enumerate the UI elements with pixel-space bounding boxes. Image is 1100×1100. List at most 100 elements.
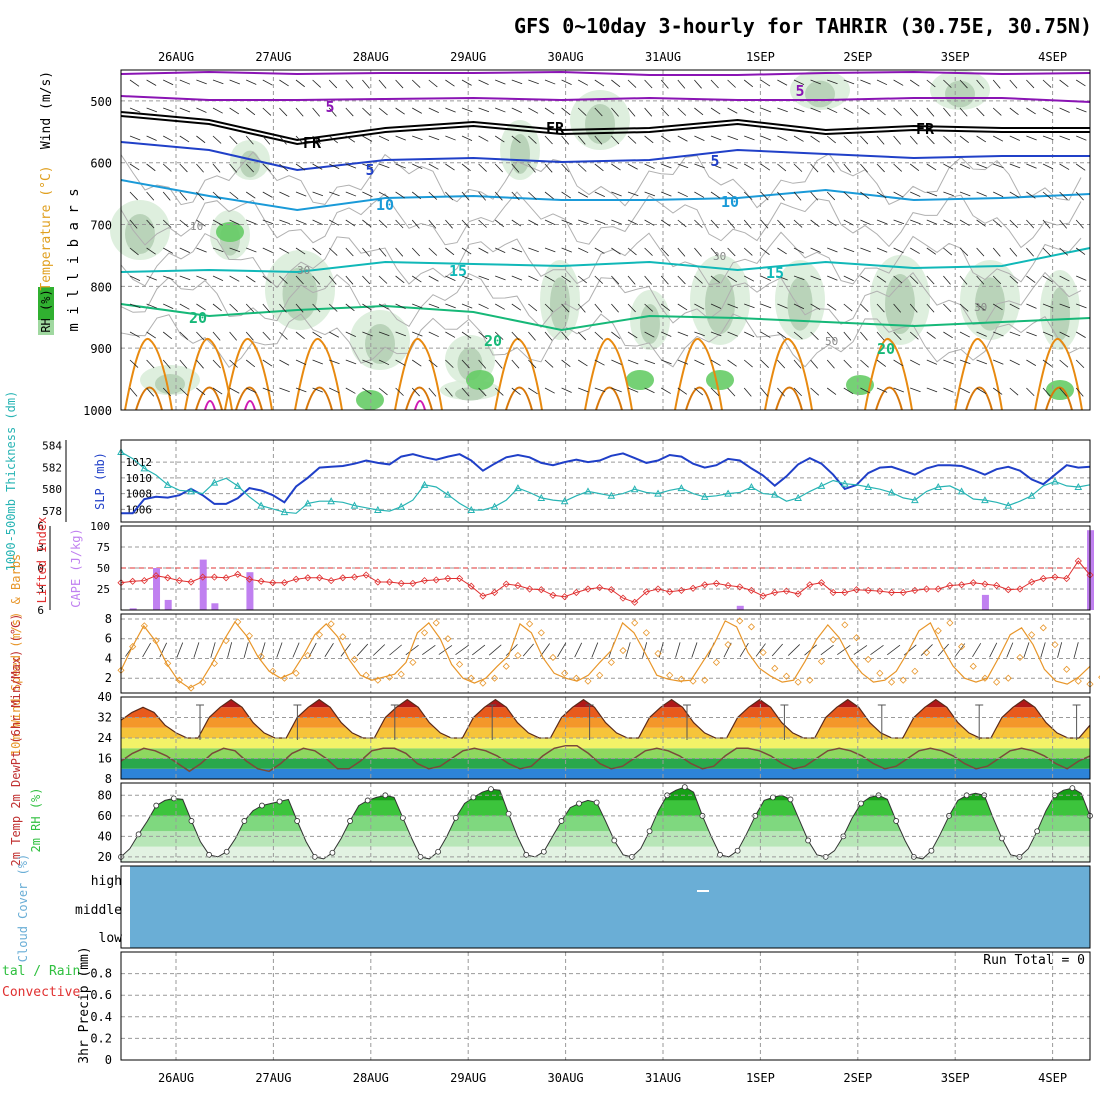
wind-barb bbox=[428, 219, 437, 229]
thickness-point bbox=[280, 508, 289, 516]
rh-shade-dark bbox=[585, 104, 615, 144]
li-point bbox=[817, 579, 826, 587]
wind-barb bbox=[212, 107, 223, 114]
rh-point bbox=[734, 847, 741, 854]
wind-barb bbox=[412, 135, 423, 141]
wind-barb bbox=[976, 163, 987, 169]
wind-barb bbox=[561, 275, 571, 283]
wind-barb bbox=[262, 107, 272, 116]
wind-barb bbox=[312, 303, 321, 313]
wind-barb bbox=[412, 163, 423, 169]
wind-barb bbox=[893, 107, 902, 116]
wind-barb bbox=[528, 331, 536, 341]
wind-speed-point bbox=[397, 670, 405, 678]
wind-barb bbox=[727, 135, 739, 141]
wind-barb bbox=[378, 191, 389, 198]
date-label-bottom: 2SEP bbox=[843, 1071, 872, 1085]
li-point bbox=[1004, 586, 1012, 594]
wind-barb bbox=[428, 303, 440, 309]
upper-panel-frame bbox=[120, 69, 1091, 411]
wind-barb bbox=[461, 359, 470, 369]
wind-barb bbox=[793, 163, 803, 172]
wind-barb bbox=[710, 219, 719, 229]
wind-barb bbox=[179, 359, 188, 369]
surface-wind-barb bbox=[972, 642, 982, 658]
cape-bar bbox=[736, 605, 744, 610]
wind-speed-point bbox=[981, 674, 989, 682]
wind-barb bbox=[445, 331, 456, 338]
wind-barb bbox=[627, 387, 639, 393]
wind-speed-point bbox=[759, 648, 767, 657]
wind-barb bbox=[478, 163, 487, 172]
wind-barb bbox=[627, 163, 638, 170]
wind-speed-point bbox=[922, 648, 931, 657]
li-point bbox=[771, 588, 779, 597]
wind-barb bbox=[810, 359, 818, 369]
thickness-point bbox=[700, 492, 709, 500]
wind-barb bbox=[578, 191, 589, 198]
surface-wind-barb bbox=[903, 644, 917, 656]
wind-barb bbox=[860, 359, 869, 368]
wind-barb bbox=[511, 191, 520, 201]
wind-barb bbox=[395, 135, 406, 141]
wind-barb bbox=[163, 247, 173, 254]
wind-barb bbox=[1009, 331, 1021, 337]
wind-speed-point bbox=[385, 673, 394, 681]
wind-barb bbox=[992, 387, 1003, 395]
wind-barb bbox=[245, 359, 256, 368]
wind-barb bbox=[312, 359, 323, 365]
li-point bbox=[152, 572, 160, 580]
wind-barb bbox=[793, 135, 804, 142]
wind-barb bbox=[196, 107, 207, 113]
wind-barb bbox=[1009, 303, 1020, 310]
wind-barb bbox=[594, 303, 603, 313]
cape-bar bbox=[199, 559, 207, 610]
rh-shade-moist bbox=[706, 370, 734, 390]
wind-barb bbox=[279, 331, 288, 340]
wind-speed-point bbox=[806, 676, 814, 684]
wind-barb bbox=[1009, 247, 1018, 257]
wind-barb bbox=[494, 387, 504, 396]
li-point bbox=[607, 586, 615, 594]
wind-barb bbox=[743, 191, 753, 200]
wind-barb bbox=[544, 107, 555, 115]
wind-barb bbox=[163, 135, 174, 142]
wind-barb bbox=[793, 387, 802, 397]
wind-barb bbox=[478, 359, 487, 369]
surface-wind-barb bbox=[574, 642, 583, 658]
wind-barb bbox=[1059, 135, 1071, 141]
wind-barb bbox=[312, 163, 323, 170]
wind-barb bbox=[893, 359, 904, 367]
wind-barb bbox=[577, 163, 587, 172]
wind-barb bbox=[295, 163, 306, 171]
wind-barb bbox=[992, 247, 1001, 257]
wind-barb bbox=[378, 107, 388, 116]
wind-barb bbox=[1026, 79, 1035, 89]
wind-barb bbox=[212, 331, 221, 341]
wind-barb bbox=[611, 135, 620, 145]
li-point bbox=[537, 586, 545, 594]
wind-barb bbox=[196, 163, 204, 173]
wind-barb bbox=[229, 79, 240, 85]
wind-barb bbox=[146, 359, 155, 369]
wind-barb bbox=[362, 79, 370, 89]
wind-barb bbox=[1026, 359, 1037, 366]
wind-barb bbox=[694, 219, 703, 228]
wind-barb bbox=[893, 387, 905, 393]
wind-barb bbox=[860, 135, 869, 145]
wind-barb bbox=[926, 303, 935, 313]
wind-barb bbox=[993, 331, 1004, 337]
li-point bbox=[1028, 578, 1036, 586]
wind-barb bbox=[826, 163, 835, 173]
wind-barb bbox=[146, 135, 157, 141]
wind-barb bbox=[129, 331, 140, 338]
wind-barb bbox=[163, 303, 174, 309]
wind-speed-point bbox=[234, 618, 242, 626]
rh-shade-dark bbox=[805, 80, 835, 108]
wind-barb bbox=[627, 79, 637, 88]
wind-barb bbox=[1059, 191, 1068, 200]
wind-barb bbox=[295, 275, 304, 285]
li-point bbox=[1039, 574, 1047, 583]
contour-label: 5 bbox=[710, 152, 719, 170]
wind-barb bbox=[743, 247, 753, 256]
